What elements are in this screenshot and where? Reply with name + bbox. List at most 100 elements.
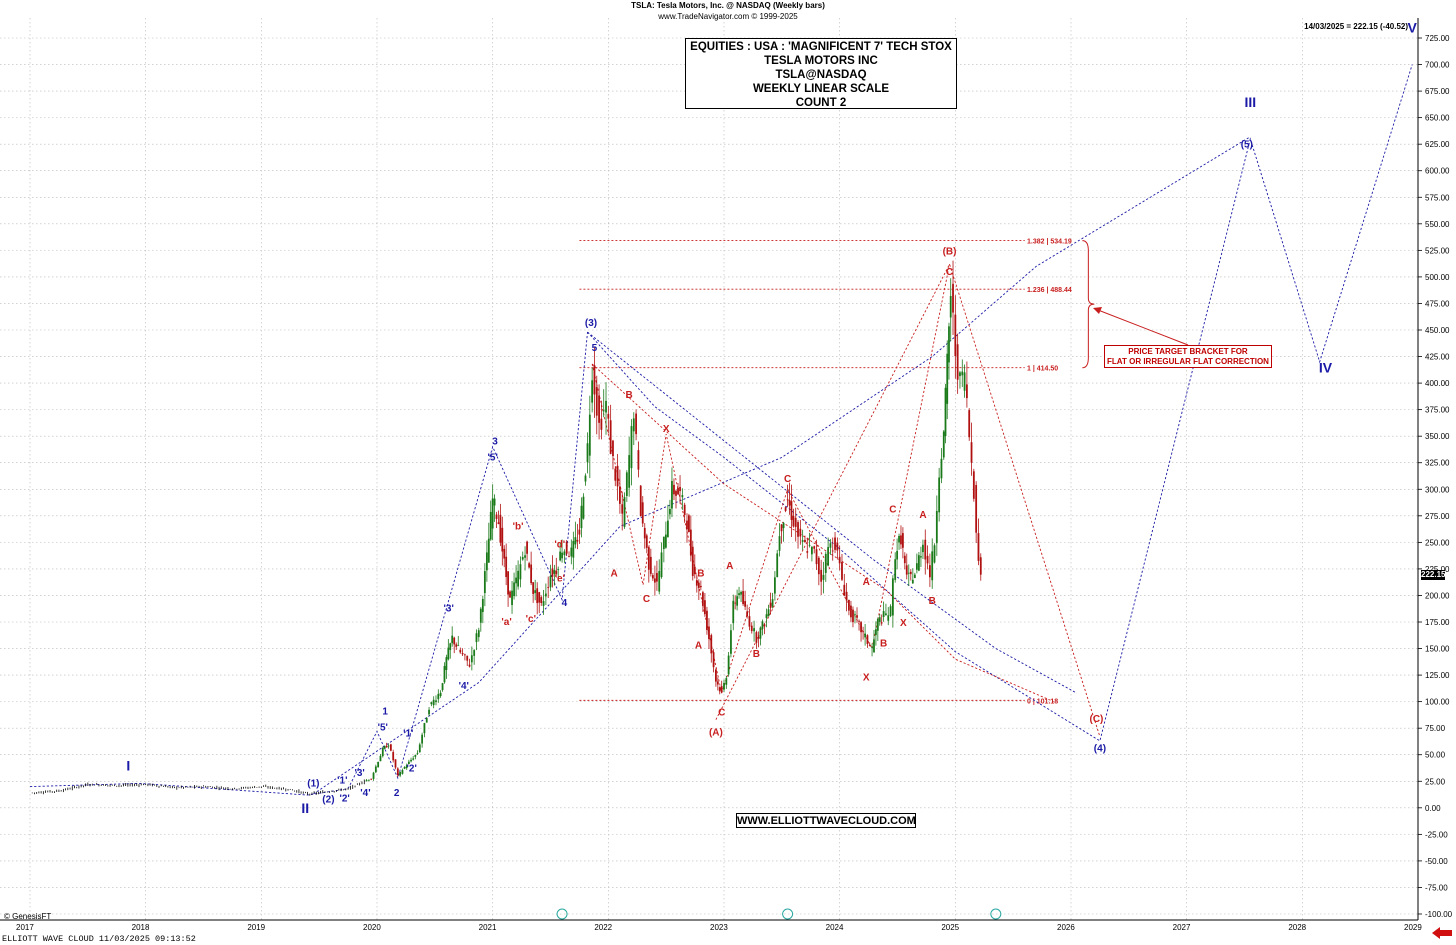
- price-bar-body: [834, 537, 836, 550]
- price-bar-body: [555, 570, 558, 575]
- price-bar-body: [447, 647, 450, 660]
- y-tick-label: 350.00: [1425, 432, 1450, 441]
- wave-label-red: B: [929, 596, 936, 607]
- y-tick-label: 25.00: [1425, 777, 1446, 786]
- price-bar-body: [836, 542, 839, 551]
- y-tick-label: 0.00: [1425, 804, 1441, 813]
- x-tick-label: 2028: [1288, 923, 1306, 932]
- price-bar-body: [894, 559, 897, 580]
- price-bar-body: [677, 487, 679, 495]
- price-bar-body: [497, 522, 500, 524]
- event-marker-circle: [990, 908, 1002, 920]
- price-bar-body: [841, 562, 843, 580]
- price-bar-body: [519, 564, 522, 580]
- price-bar-body: [602, 410, 605, 412]
- price-bar-body: [854, 614, 856, 616]
- price-bar-body: [536, 588, 539, 604]
- x-tick-label: 2029: [1404, 923, 1422, 932]
- price-bar-body: [430, 702, 433, 705]
- price-bar-body: [637, 450, 640, 470]
- price-bar-body: [524, 555, 526, 558]
- price-bar-body: [887, 615, 890, 621]
- price-bar-body: [598, 395, 600, 423]
- price-bar-body: [466, 655, 469, 661]
- price-bar-body: [829, 543, 832, 548]
- wave-label-red: A: [695, 641, 702, 652]
- target-bracket-brace: [1082, 240, 1095, 369]
- price-bar-body: [875, 629, 877, 636]
- price-bar-body: [742, 591, 744, 605]
- price-bar-body: [572, 540, 575, 558]
- price-bar-body: [651, 575, 654, 579]
- x-tick-label: 2018: [132, 923, 150, 932]
- price-bar-body: [681, 495, 684, 498]
- y-tick-label: 450.00: [1425, 326, 1450, 335]
- y-tick-label: -100.00: [1425, 910, 1453, 919]
- price-bar-body: [686, 520, 688, 530]
- price-bar-body: [551, 568, 554, 577]
- price-bar-body: [455, 644, 458, 647]
- y-tick-label: -50.00: [1425, 857, 1448, 866]
- chart-header-title: TSLA: Tesla Motors, Inc. @ NASDAQ (Weekl…: [631, 1, 825, 10]
- wave-label-red: (C): [1090, 714, 1104, 725]
- price-bar-body: [746, 611, 749, 617]
- price-bar-body: [952, 283, 954, 313]
- title-line-2: TESLA MOTORS INC: [764, 55, 878, 67]
- wave-label-red: 'c': [526, 614, 536, 625]
- price-bar-body: [461, 653, 464, 655]
- price-bar-body: [850, 605, 852, 618]
- price-bar-body: [565, 541, 568, 554]
- price-bar-body: [972, 471, 975, 499]
- price-bar-body: [732, 600, 735, 624]
- price-bar-body: [437, 693, 440, 700]
- wave-label-blue: (4): [1094, 744, 1106, 755]
- red-channel-line: [591, 363, 1054, 703]
- price-bar-body: [792, 515, 795, 527]
- wave-label-blue: (2): [322, 795, 334, 806]
- wave-label-red: A: [726, 561, 733, 572]
- target-bracket: [1082, 240, 1189, 369]
- price-bar-body: [838, 556, 841, 564]
- event-marker-circle: [556, 908, 568, 920]
- price-bar-body: [658, 570, 661, 592]
- price-bar-body: [625, 472, 628, 496]
- price-bar-body: [873, 639, 875, 653]
- wave-label-blue: (3): [585, 318, 597, 329]
- price-bar-body: [780, 524, 783, 532]
- wave-label-red: A: [610, 568, 617, 579]
- wave-label-blue: 2: [394, 788, 400, 799]
- price-bar-body: [387, 745, 390, 747]
- price-bar-body: [784, 507, 787, 511]
- price-bar-body: [788, 499, 791, 506]
- price-bar-body: [542, 601, 545, 606]
- price-bar-body: [368, 779, 370, 781]
- price-target-line-1: PRICE TARGET BRACKET FOR: [1128, 347, 1248, 356]
- price-bar-body: [811, 546, 813, 555]
- price-bar-body: [612, 440, 614, 457]
- price-bar-body: [922, 544, 924, 553]
- scroll-right-arrow-icon[interactable]: [1432, 926, 1452, 940]
- price-bar-body: [813, 546, 816, 549]
- price-bar-body: [889, 606, 892, 616]
- price-bar-body: [410, 759, 412, 762]
- y-tick-label: 50.00: [1425, 751, 1446, 760]
- red-zigzag-path: [721, 264, 950, 694]
- wave-label-blue: '5': [488, 453, 498, 464]
- price-bar-body: [852, 609, 854, 623]
- wave-label-red: 'd': [554, 540, 565, 551]
- price-bar-body: [871, 647, 873, 648]
- price-bar-body: [885, 613, 887, 615]
- price-bar-body: [753, 628, 755, 632]
- wave-label-red: C: [643, 594, 650, 605]
- wave-label-blue: '4': [360, 788, 370, 799]
- price-bar-body: [683, 504, 686, 515]
- title-line-4: WEEKLY LINEAR SCALE: [752, 83, 890, 95]
- price-bar-body: [425, 717, 428, 723]
- y-tick-label: 325.00: [1425, 459, 1450, 468]
- price-bar-body: [740, 591, 742, 595]
- price-bar-body: [377, 761, 380, 768]
- wave-label-red: C: [784, 474, 791, 485]
- price-bar-body: [671, 480, 673, 509]
- price-bar-body: [968, 410, 971, 438]
